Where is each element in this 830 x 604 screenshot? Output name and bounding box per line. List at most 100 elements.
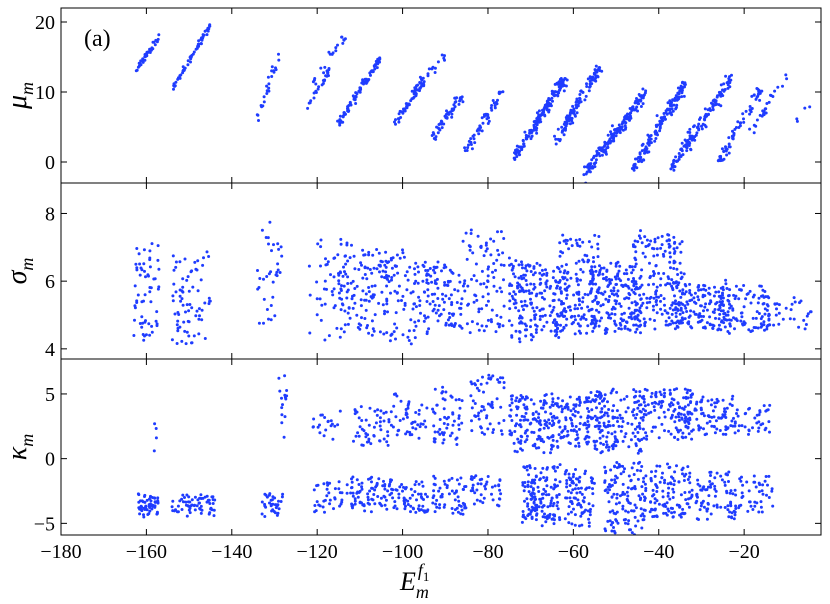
- data-point: [674, 107, 678, 111]
- data-point: [323, 302, 327, 306]
- data-point: [658, 390, 662, 394]
- data-point: [486, 274, 490, 278]
- data-point: [644, 486, 648, 490]
- data-point: [642, 397, 646, 401]
- data-point: [147, 274, 150, 278]
- data-point: [714, 99, 718, 103]
- data-point: [323, 510, 326, 514]
- data-point: [688, 314, 692, 318]
- data-point: [626, 112, 629, 116]
- data-point: [702, 505, 706, 509]
- data-point: [567, 247, 571, 251]
- data-point: [363, 265, 367, 269]
- data-point: [739, 479, 743, 483]
- data-point: [766, 295, 770, 299]
- data-point: [715, 427, 719, 431]
- data-point: [308, 101, 312, 105]
- data-point: [608, 424, 612, 428]
- data-point: [577, 480, 581, 484]
- data-point: [588, 79, 592, 83]
- data-point: [565, 402, 569, 406]
- data-point: [596, 242, 600, 246]
- data-point: [546, 505, 550, 509]
- data-point: [655, 464, 659, 468]
- data-point: [450, 476, 454, 480]
- data-point: [544, 479, 548, 483]
- data-point: [743, 412, 747, 416]
- data-point: [722, 157, 726, 161]
- data-point: [386, 430, 390, 434]
- data-point: [371, 327, 375, 331]
- data-point: [140, 325, 144, 329]
- data-point: [144, 55, 148, 58]
- data-point: [652, 254, 656, 258]
- data-point: [315, 484, 319, 488]
- data-point: [550, 496, 554, 500]
- data-point: [733, 327, 736, 331]
- data-point: [333, 256, 337, 260]
- data-point: [715, 503, 719, 507]
- data-point: [586, 293, 590, 297]
- data-point: [357, 416, 361, 420]
- data-point: [524, 264, 528, 268]
- data-point: [661, 471, 664, 475]
- data-point: [529, 398, 533, 402]
- data-point: [498, 488, 502, 492]
- data-point: [442, 266, 446, 270]
- data-point: [719, 505, 723, 509]
- data-point: [589, 391, 593, 394]
- data-point: [332, 287, 336, 291]
- data-point: [272, 70, 276, 74]
- data-point: [570, 244, 574, 248]
- data-point: [674, 315, 678, 319]
- data-point: [625, 321, 629, 324]
- data-point: [727, 136, 731, 140]
- data-point: [183, 66, 187, 70]
- data-point: [703, 107, 707, 111]
- data-point: [393, 500, 397, 504]
- data-point: [752, 93, 756, 97]
- data-point: [724, 410, 727, 414]
- data-point: [686, 302, 690, 306]
- data-point: [695, 417, 699, 421]
- data-point: [717, 416, 721, 420]
- data-point: [498, 497, 502, 501]
- data-point: [473, 382, 477, 386]
- data-point: [569, 409, 573, 413]
- data-point: [543, 113, 547, 117]
- data-point: [598, 424, 602, 428]
- x-tick-labels: −180 −160 −140 −120 −100 −80 −60 −40 −20: [40, 541, 759, 563]
- data-point: [669, 322, 672, 326]
- data-point: [650, 470, 653, 474]
- data-point: [200, 318, 204, 322]
- data-point: [725, 489, 729, 493]
- data-point: [706, 507, 710, 511]
- data-point: [623, 297, 627, 301]
- data-point: [447, 478, 451, 482]
- data-point: [741, 483, 745, 487]
- data-point: [677, 155, 681, 159]
- data-point: [760, 489, 764, 493]
- data-point: [189, 60, 192, 64]
- data-point: [525, 438, 529, 442]
- data-point: [632, 509, 636, 513]
- data-point: [675, 246, 679, 250]
- data-point: [627, 474, 631, 478]
- data-point: [514, 292, 517, 296]
- data-point: [337, 291, 341, 295]
- data-point: [556, 500, 560, 504]
- data-point: [499, 405, 503, 409]
- data-point: [440, 269, 443, 273]
- data-point: [489, 376, 493, 380]
- data-point: [479, 493, 483, 497]
- data-point: [720, 416, 724, 420]
- data-point: [547, 418, 551, 422]
- data-point: [334, 49, 338, 53]
- data-point: [773, 302, 777, 306]
- data-point: [727, 331, 731, 335]
- data-point: [326, 419, 330, 423]
- data-point: [356, 326, 360, 329]
- data-point: [285, 394, 289, 398]
- data-point: [553, 514, 557, 518]
- data-point: [527, 473, 531, 477]
